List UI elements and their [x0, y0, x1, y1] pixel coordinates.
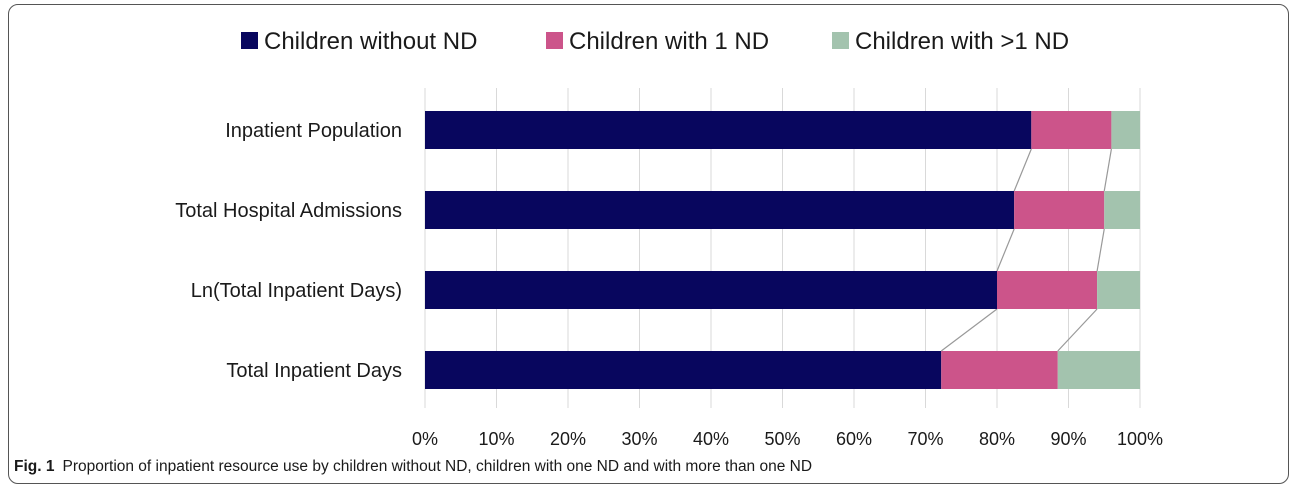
category-label: Total Inpatient Days	[226, 360, 402, 382]
legend-swatch	[546, 32, 563, 49]
bar-segment	[1111, 111, 1140, 149]
caption-label: Fig. 1	[14, 458, 55, 475]
bar-segment	[425, 351, 942, 389]
legend-swatch	[241, 32, 258, 49]
bar-segment	[997, 271, 1098, 309]
x-tick-label: 100%	[1117, 429, 1163, 449]
bar-segment	[425, 111, 1032, 149]
x-tick-label: 30%	[621, 429, 657, 449]
x-tick-label: 50%	[764, 429, 800, 449]
bars	[425, 111, 1140, 389]
series-line	[996, 228, 1015, 272]
stacked-bar-chart: Inpatient Population Total Hospital Admis…	[175, 28, 1163, 449]
series-line	[940, 308, 998, 352]
figure-caption: Fig. 1 Proportion of inpatient resource u…	[14, 458, 812, 476]
x-tick-label: 90%	[1050, 429, 1086, 449]
category-label: Total Hospital Admissions	[175, 200, 402, 222]
x-axis-ticks: 0% 10% 20% 30% 40% 50% 60% 70% 80% 90% 100%	[412, 429, 1163, 449]
bar-segment	[425, 271, 997, 309]
bar-segment	[1031, 111, 1112, 149]
x-tick-label: 0%	[412, 429, 438, 449]
legend-label: Children without ND	[264, 28, 477, 55]
series-line	[1103, 148, 1112, 192]
x-tick-label: 70%	[907, 429, 943, 449]
x-tick-label: 20%	[550, 429, 586, 449]
x-tick-label: 80%	[979, 429, 1015, 449]
bar-segment	[1097, 271, 1140, 309]
bar-segment	[1014, 191, 1105, 229]
legend-label: Children with >1 ND	[855, 28, 1069, 55]
caption-text: Proportion of inpatient resource use by …	[62, 458, 813, 475]
category-label: Ln(Total Inpatient Days)	[191, 280, 402, 302]
bar-segment	[1104, 191, 1140, 229]
x-tick-label: 40%	[693, 429, 729, 449]
figure-frame	[8, 4, 1289, 484]
series-line	[1057, 308, 1098, 352]
category-label: Inpatient Population	[225, 120, 402, 142]
series-connector-lines	[940, 148, 1112, 352]
category-labels: Inpatient Population Total Hospital Admis…	[175, 120, 402, 382]
x-tick-label: 60%	[836, 429, 872, 449]
bar-segment	[1057, 351, 1140, 389]
legend: Children without ND Children with 1 ND Chi…	[241, 28, 1069, 55]
bar-segment	[425, 191, 1015, 229]
bar-segment	[941, 351, 1058, 389]
legend-swatch	[832, 32, 849, 49]
series-line	[1096, 228, 1105, 272]
x-tick-label: 10%	[478, 429, 514, 449]
series-line	[1013, 148, 1032, 192]
legend-label: Children with 1 ND	[569, 28, 769, 55]
